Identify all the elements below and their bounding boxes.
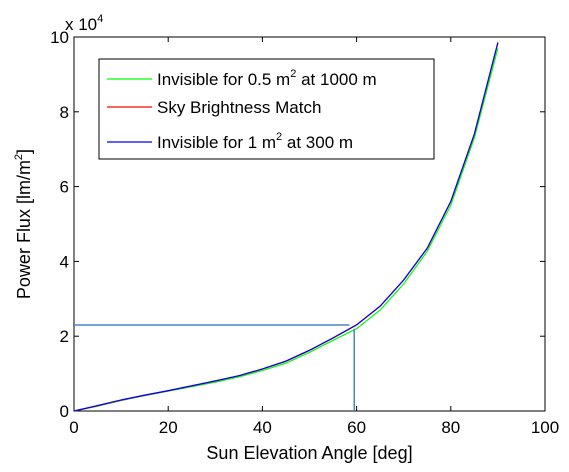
y-axis-label-tail: ] [14, 149, 34, 154]
series-layer [73, 42, 499, 412]
x-tick-label: 40 [253, 418, 272, 437]
x-axis-label: Sun Elevation Angle [deg] [206, 443, 412, 463]
x-tick-label: 60 [347, 418, 366, 437]
legend-label-sup: 2 [276, 131, 282, 143]
legend-label-2: Invisible for 1 m2 at 300 m [157, 131, 353, 152]
legend-label-main: Invisible for 0.5 m [157, 70, 290, 89]
y-exponent-power: 4 [97, 13, 103, 25]
legend-label-tail: at 1000 m [296, 70, 376, 89]
reference-layer [74, 324, 355, 411]
y-axis-label-main: Power Flux [lm/m [14, 160, 34, 299]
y-exponent-prefix: x 10 [65, 15, 97, 34]
x-tick-label: 20 [159, 418, 178, 437]
y-exponent-label: x 104 [65, 13, 103, 34]
legend-box [98, 58, 435, 160]
y-tick-label: 6 [60, 178, 69, 197]
legend-label-1: Sky Brightness Match [157, 98, 321, 117]
x-tick-label: 0 [69, 418, 78, 437]
y-tick-label: 4 [60, 252, 69, 271]
y-tick-label: 10 [50, 28, 69, 47]
y-tick-label: 8 [60, 103, 69, 122]
y-tick-label: 2 [60, 327, 69, 346]
legend-label-tail: at 300 m [282, 133, 353, 152]
legend-label-main: Invisible for 1 m [157, 133, 276, 152]
x-tick-label: 80 [441, 418, 460, 437]
legend-label-main: Sky Brightness Match [157, 98, 321, 117]
axes-layer: 0 20 40 60 80 100 0 2 4 6 8 10 [50, 28, 559, 437]
series-line-2 [73, 42, 499, 412]
axes-box [73, 36, 546, 412]
y-axis-label-sup: 2 [13, 154, 25, 160]
y-tick-label: 0 [60, 402, 69, 421]
legend-label-sup: 2 [290, 68, 296, 80]
y-axis-label: Power Flux [lm/m2] [13, 149, 34, 299]
legend-label-0: Invisible for 0.5 m2 at 1000 m [157, 68, 377, 89]
x-tick-label: 100 [531, 418, 559, 437]
